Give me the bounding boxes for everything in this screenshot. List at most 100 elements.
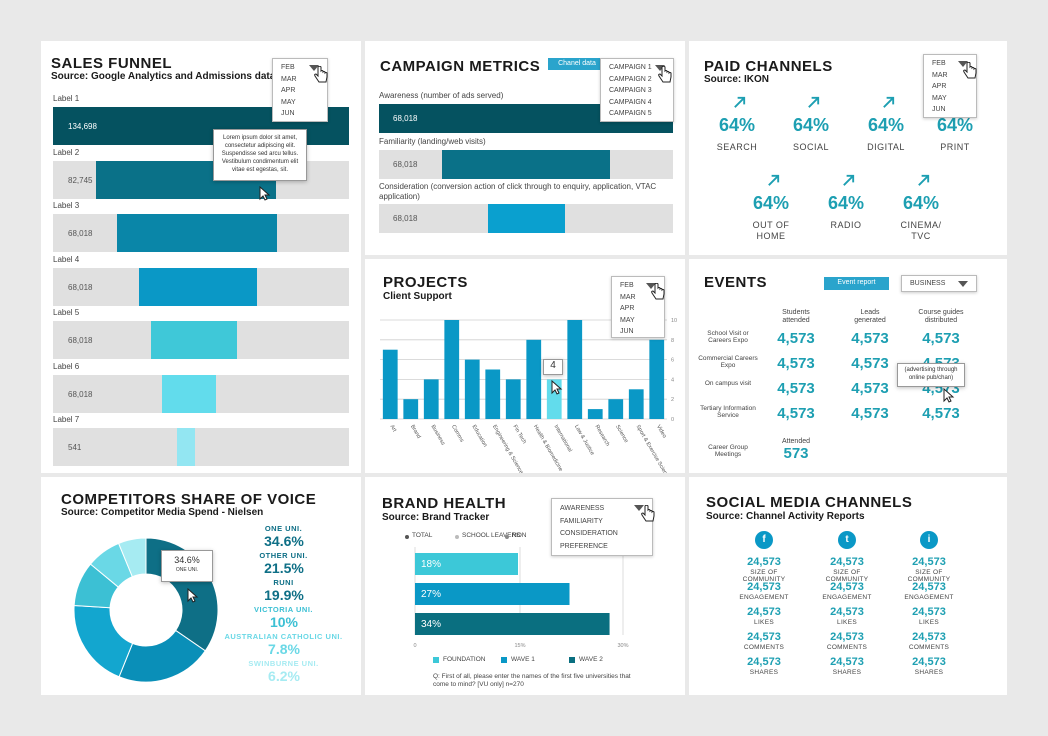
x-tick-label: International — [553, 424, 573, 453]
brand-bar[interactable] — [415, 553, 519, 575]
hand-cursor-icon — [658, 66, 672, 83]
dropdown-option[interactable]: MAY — [281, 98, 296, 106]
project-bar[interactable] — [485, 369, 501, 420]
dropdown-option[interactable]: MAY — [932, 94, 947, 102]
dropdown-option[interactable]: FEB — [932, 60, 946, 67]
dropdown-option[interactable]: CAMPAIGN 1 — [609, 64, 652, 71]
dropdown-option[interactable]: APR — [281, 87, 296, 94]
x-tick-label: Law & Justice — [573, 424, 595, 456]
social-metric-value: 24,573 — [912, 581, 946, 593]
dropdown-option[interactable]: FEB — [281, 64, 295, 71]
social-metric-label: ENGAGEMENT — [822, 594, 872, 601]
twitter-icon[interactable]: t — [838, 531, 856, 549]
campaign-metrics-panel: CAMPAIGN METRICS Chanel data Awareness (… — [365, 41, 685, 255]
tooltip-value: 34.6% — [174, 555, 200, 565]
social-metric-label: SHARES — [832, 669, 862, 676]
project-bar[interactable] — [464, 359, 480, 419]
select-value[interactable]: BUSINESS — [910, 280, 946, 287]
social-metric-label: SIZE OF COMMUNITY — [825, 569, 869, 583]
x-tick-label: 0 — [413, 643, 416, 649]
events-value: 4,573 — [851, 330, 889, 347]
funnel-bar[interactable] — [151, 321, 237, 359]
paid-channel-value: 64% — [827, 193, 865, 213]
legend-dot — [455, 535, 459, 539]
chevron-down-icon[interactable] — [958, 281, 968, 287]
project-bar[interactable] — [649, 339, 665, 419]
dropdown-option[interactable]: JUN — [932, 106, 946, 113]
dropdown-option[interactable]: CAMPAIGN 2 — [609, 75, 652, 83]
dropdown-option[interactable]: APR — [620, 305, 635, 312]
dropdown-option[interactable]: MAR — [620, 293, 636, 301]
donut-legend-label: OTHER UNI. — [259, 551, 308, 560]
campaign-value: 68,018 — [393, 160, 418, 169]
project-bar[interactable] — [382, 349, 398, 419]
dropdown-option[interactable]: CAMPAIGN 5 — [609, 110, 652, 117]
metric-dropdown[interactable]: AWARENESS FAMILIARITY CONSIDERATION PREF… — [551, 498, 653, 556]
dropdown-option[interactable]: JUN — [620, 328, 634, 335]
project-bar[interactable] — [608, 399, 624, 419]
brand-bar[interactable] — [415, 613, 610, 635]
paid-channel-value: 64% — [936, 115, 974, 135]
dropdown-option[interactable]: FAMILIARITY — [560, 517, 603, 525]
events-value: 4,573 — [851, 380, 889, 397]
dropdown-option[interactable]: PREFERENCE — [560, 542, 608, 550]
donut-slice[interactable] — [73, 604, 134, 678]
x-tick-label: Comms — [450, 424, 465, 444]
funnel-bar[interactable] — [162, 374, 216, 413]
chevron-down-icon[interactable] — [646, 283, 656, 289]
social-media-panel: SOCIAL MEDIA CHANNELS Source: Channel Ac… — [689, 477, 1007, 695]
campaign-bar[interactable] — [488, 204, 565, 233]
events-row-label: Tertiary Information Service — [700, 405, 756, 419]
dropdown-option[interactable]: CAMPAIGN 4 — [609, 98, 652, 106]
project-bar[interactable] — [628, 389, 644, 419]
bar-value-label: 34% — [421, 619, 441, 630]
project-bar[interactable] — [526, 339, 542, 419]
funnel-bar[interactable] — [117, 214, 277, 252]
social-metric-label: LIKES — [919, 619, 939, 626]
funnel-bar[interactable] — [138, 267, 258, 306]
dropdown-option[interactable]: FEB — [620, 282, 634, 289]
panel-title: CAMPAIGN METRICS — [380, 58, 541, 75]
dropdown-option[interactable]: APR — [932, 83, 947, 90]
dropdown-option[interactable]: CONSIDERATION — [560, 530, 618, 537]
chevron-down-icon[interactable] — [958, 61, 968, 67]
dropdown-option[interactable]: MAR — [932, 71, 948, 79]
legend-swatch — [569, 657, 575, 663]
dropdown-option[interactable]: MAR — [281, 75, 297, 83]
chevron-down-icon[interactable] — [655, 65, 665, 71]
x-tick-label: Research — [594, 424, 611, 447]
dropdown-option[interactable]: JUN — [281, 110, 295, 117]
chevron-down-icon[interactable] — [634, 505, 644, 511]
x-tick-label: Brand — [409, 424, 422, 440]
events-value: 4,573 — [851, 405, 889, 422]
project-bar[interactable] — [403, 399, 419, 419]
chevron-down-icon[interactable] — [309, 65, 319, 71]
project-bar[interactable] — [587, 409, 603, 419]
project-bar[interactable] — [423, 379, 439, 419]
brand-bar[interactable] — [415, 583, 570, 605]
channel-data-button[interactable]: Chanel data — [548, 58, 606, 70]
campaign-bar[interactable] — [442, 150, 610, 179]
panel-title: EVENTS — [704, 274, 768, 291]
funnel-bar[interactable] — [177, 428, 195, 466]
campaign-row-label: Consideration (conversion action of clic… — [379, 182, 657, 201]
dropdown-option[interactable]: AWARENESS — [560, 505, 605, 512]
donut-legend-label: VICTORIA UNI. — [253, 605, 313, 614]
dropdown-option[interactable]: CAMPAIGN 3 — [609, 87, 652, 94]
instagram-icon[interactable]: i — [920, 531, 938, 549]
facebook-icon[interactable]: f — [755, 531, 773, 549]
events-column-header: Attended — [781, 438, 811, 445]
project-bar[interactable] — [444, 320, 460, 419]
month-dropdown[interactable]: FEB MAR APR MAY JUN — [923, 54, 977, 118]
x-tick-label: 30% — [617, 643, 628, 649]
business-select[interactable]: BUSINESS — [901, 275, 977, 292]
y-tick-label: 10 — [671, 318, 677, 324]
tooltip: Lorem ipsum dolor sit amet, consectetur … — [213, 129, 307, 181]
project-bar[interactable] — [567, 320, 583, 419]
social-metric-label: SHARES — [914, 669, 944, 676]
event-report-button[interactable]: Event report — [824, 277, 889, 290]
paid-channel-label: CINEMA/ TVC — [900, 220, 942, 241]
dropdown-option[interactable]: MAY — [620, 316, 635, 324]
project-bar[interactable] — [505, 379, 521, 419]
donut-slice[interactable] — [118, 537, 147, 578]
